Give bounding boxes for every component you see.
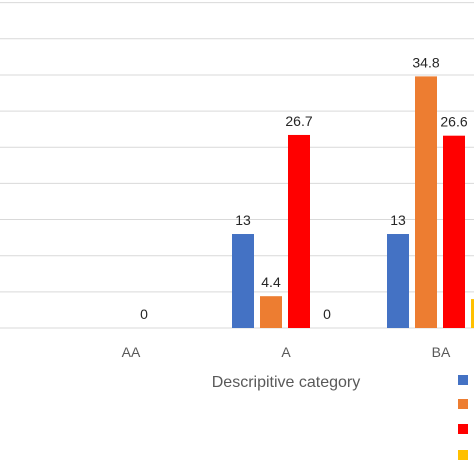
data-label: 0 (140, 306, 148, 322)
data-label: 26.6 (440, 114, 467, 130)
x-tick-labels: AA A BA (122, 344, 451, 360)
bar (471, 299, 474, 328)
x-tick-label: AA (122, 344, 141, 360)
data-label: 4.4 (261, 274, 281, 290)
bars (232, 76, 474, 329)
bar (443, 135, 465, 328)
data-label: 0 (323, 306, 331, 322)
gridlines (0, 2, 474, 329)
bar (387, 234, 409, 328)
data-label: 26.7 (285, 113, 312, 129)
legend-swatch (458, 424, 468, 434)
data-label: 13 (390, 212, 406, 228)
bar (232, 234, 254, 328)
bar (288, 134, 310, 328)
bar (415, 76, 437, 329)
x-tick-label: BA (432, 344, 451, 360)
bar (260, 296, 282, 328)
data-label: 34.8 (412, 54, 439, 70)
legend (458, 375, 468, 460)
x-tick-label: A (281, 344, 291, 360)
x-axis-title: Descripitive category (212, 374, 361, 391)
legend-swatch (458, 399, 468, 409)
legend-swatch (458, 450, 468, 460)
data-label: 13 (235, 212, 251, 228)
legend-swatch (458, 375, 468, 385)
